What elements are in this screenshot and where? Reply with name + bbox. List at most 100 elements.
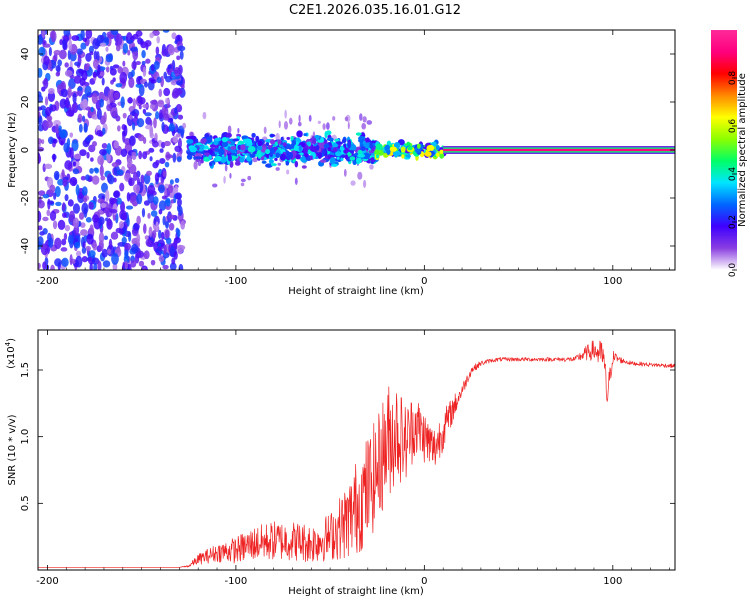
signal-blob <box>218 148 225 156</box>
noise-blob <box>72 92 77 104</box>
noise-blob <box>130 260 137 268</box>
signal-blob <box>357 153 366 158</box>
noise-blob <box>39 231 45 236</box>
noise-blob <box>120 201 125 213</box>
noise-blob <box>101 143 108 149</box>
noise-blob <box>165 197 171 207</box>
noise-blob <box>99 42 107 47</box>
y-tick-label: -20 <box>20 190 31 206</box>
noise-blob <box>165 154 174 159</box>
fringe-blob <box>294 177 298 185</box>
signal-blob <box>229 146 237 150</box>
noise-blob <box>54 237 62 250</box>
noise-blob <box>165 97 170 104</box>
noise-blob <box>143 223 147 234</box>
noise-blob <box>142 137 147 144</box>
noise-blob <box>113 140 120 149</box>
noise-blob <box>55 71 60 77</box>
signal-blob <box>229 160 234 168</box>
noise-blob <box>80 175 86 181</box>
noise-blob <box>137 134 145 142</box>
noise-blob <box>107 217 112 227</box>
snr-multiplier-base: (x10 <box>6 346 17 369</box>
noise-blob <box>52 220 58 230</box>
noise-blob <box>92 71 98 78</box>
noise-blob <box>55 201 62 207</box>
noise-blob <box>101 248 108 258</box>
y-tick-label: 1.0 <box>20 429 31 445</box>
noise-blob <box>71 139 79 152</box>
noise-blob <box>38 67 43 78</box>
noise-blob <box>141 207 146 218</box>
signal-blob <box>406 141 411 147</box>
noise-blob <box>147 192 155 204</box>
snr-multiplier-exp: 4 <box>4 341 12 346</box>
signal-blob <box>296 130 303 138</box>
noise-blob <box>119 182 125 192</box>
noise-blob <box>162 170 167 178</box>
noise-blob <box>152 140 159 148</box>
signal-blob <box>205 136 213 144</box>
noise-blob <box>142 151 148 160</box>
fringe-blob <box>326 122 330 130</box>
noise-blob <box>85 52 92 62</box>
signal-blob <box>208 154 212 160</box>
noise-blob <box>54 258 62 267</box>
noise-blob <box>91 257 100 265</box>
fringe-blob <box>212 183 218 188</box>
noise-blob <box>38 46 46 57</box>
signal-blob <box>232 138 240 142</box>
colorbar-gradient <box>711 30 737 270</box>
noise-blob <box>143 250 150 260</box>
signal-blob <box>360 146 366 150</box>
noise-blob <box>163 244 167 255</box>
fringe-blob <box>277 162 282 166</box>
noise-blob <box>145 238 152 247</box>
noise-blob <box>164 229 170 239</box>
signal-blob <box>332 143 338 149</box>
noise-blob <box>107 89 116 101</box>
noise-blob <box>52 138 58 144</box>
noise-blob <box>132 200 137 207</box>
x-tick-label: -200 <box>36 276 59 287</box>
snr-multiplier-close: ) <box>6 338 17 342</box>
noise-blob <box>150 99 158 105</box>
noise-blob <box>40 244 48 249</box>
noise-blob <box>74 61 81 66</box>
noise-blob <box>161 195 168 200</box>
snr-ticks: -200 -100 0 100 0.5 1.0 1.5 <box>20 330 675 587</box>
noise-blob <box>84 85 92 97</box>
signal-blob <box>293 144 299 152</box>
signal-blob <box>265 148 271 155</box>
signal-blob <box>350 150 355 154</box>
noise-blob <box>167 185 174 194</box>
noise-blob <box>42 216 49 222</box>
noise-blob <box>168 123 175 132</box>
noise-blob <box>163 87 171 97</box>
signal-blob <box>384 144 391 152</box>
noise-blob <box>141 50 146 59</box>
noise-blob <box>155 46 160 55</box>
fringe-blob <box>357 171 363 180</box>
signal-blob <box>341 138 347 144</box>
noise-blob <box>91 175 100 185</box>
noise-blob <box>122 42 129 54</box>
noise-blob <box>115 83 123 88</box>
signal-blob <box>285 160 290 166</box>
noise-blob <box>118 221 124 229</box>
noise-blob <box>126 217 130 227</box>
noise-blob <box>177 45 186 52</box>
noise-blob <box>43 43 51 48</box>
noise-blob <box>63 30 71 37</box>
signal-blob <box>315 144 320 151</box>
signal-blob <box>309 146 317 152</box>
noise-blob <box>117 125 121 132</box>
colorbar-ticks: 0.0 0.2 0.4 0.6 0.8 <box>728 71 738 278</box>
fringe-blob <box>240 178 246 183</box>
fringe-blob <box>289 117 293 125</box>
noise-blob <box>54 185 61 198</box>
noise-blob <box>111 252 119 265</box>
noise-blob <box>156 36 161 44</box>
noise-blob <box>62 212 67 218</box>
noise-blob <box>103 235 109 241</box>
